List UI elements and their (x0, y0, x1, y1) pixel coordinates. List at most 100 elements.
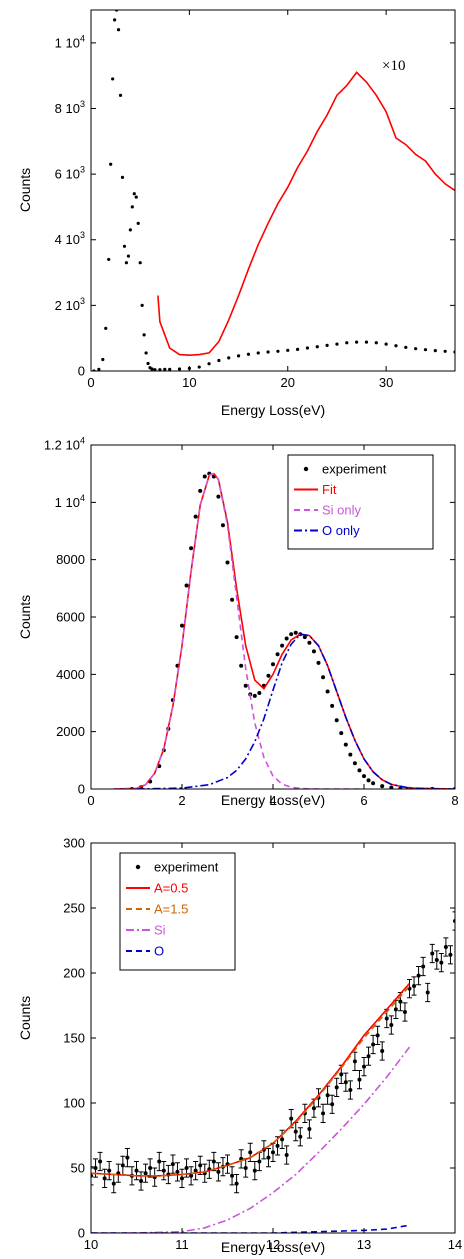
y-tick-label: 100 (63, 1096, 85, 1111)
legend-label: Si only (322, 503, 362, 518)
data-point-series-1 (124, 261, 129, 265)
data-point-experiment (275, 652, 280, 657)
data-point-series-1 (335, 342, 339, 346)
data-point-series-1 (109, 162, 113, 166)
data-point-experiment (357, 768, 362, 773)
data-point-series-1 (217, 358, 221, 363)
data-point-experiment (325, 689, 330, 694)
y-tick-label: 6000 (56, 610, 85, 625)
y-tick-label: 1 104 (55, 493, 85, 510)
data-point-experiment (252, 693, 257, 698)
data-point-series-1 (97, 367, 101, 371)
data-point-series-1 (120, 175, 125, 179)
legend-item: A=1.5 (126, 902, 188, 917)
legend-swatch (135, 864, 141, 870)
data-point-series-1 (286, 348, 290, 352)
series-layer-2 (113, 471, 455, 789)
legend-item: O (126, 944, 164, 959)
data-point-series-1 (384, 342, 388, 346)
data-point-experiment (275, 1143, 280, 1148)
legend-box (287, 454, 434, 550)
data-point-series-1 (126, 254, 130, 258)
data-point-experiment (398, 999, 403, 1004)
data-point-experiment (334, 1085, 339, 1090)
data-point-series-1 (207, 362, 211, 366)
data-point-experiment (284, 636, 289, 641)
legend-item: experiment (135, 860, 219, 875)
data-point-series-1 (404, 345, 408, 349)
data-point-experiment (307, 1127, 312, 1131)
data-point-series-1 (345, 341, 349, 345)
data-point-experiment (148, 1166, 153, 1170)
y-tick-label: 1 104 (55, 33, 85, 50)
data-point-series-1 (101, 357, 105, 362)
data-point-series-1 (227, 356, 231, 360)
data-point-experiment (321, 675, 326, 680)
y-tick-label: 0 (78, 1226, 85, 1241)
data-point-series-1 (305, 346, 310, 350)
x-axis-label-3: Energy Loss(eV) (221, 1239, 325, 1255)
legend-item: A=0.5 (126, 881, 188, 896)
legend-3: experiment A=0.5 A=1.5 Si O (119, 852, 236, 971)
data-point-experiment (307, 640, 312, 645)
y-axis-label-1: Counts (17, 168, 33, 212)
data-point-experiment (443, 945, 448, 949)
y-tick-label: 0 (78, 364, 85, 379)
data-point-experiment (211, 1159, 216, 1164)
data-point-experiment (434, 958, 439, 962)
data-point-experiment (139, 1179, 144, 1183)
y-tick-label: 8000 (56, 552, 85, 567)
y-tick-label: 4000 (56, 667, 85, 682)
data-point-experiment (120, 1163, 125, 1168)
data-point-series-1 (163, 367, 167, 371)
data-point-series-1 (104, 326, 108, 330)
data-point-experiment (321, 1111, 326, 1116)
y-axis-label-3: Counts (17, 996, 33, 1040)
data-point-series-1 (256, 351, 260, 355)
data-point-experiment (352, 761, 357, 766)
legend-label: O (154, 944, 164, 959)
series-line-a-1-5 (91, 985, 411, 1177)
series-line-series-2 (157, 71, 455, 357)
data-point-series-1 (266, 350, 270, 354)
data-point-experiment (180, 1176, 184, 1181)
data-point-experiment (375, 1033, 380, 1038)
data-point-series-1 (295, 347, 300, 351)
data-point-series-1 (355, 340, 359, 344)
data-point-experiment (380, 1049, 385, 1053)
legend-item: Fit (294, 482, 337, 497)
error-bar (91, 1166, 94, 1186)
data-point-experiment (170, 1162, 175, 1167)
data-point-series-1 (276, 349, 280, 353)
data-point-series-1 (423, 348, 428, 352)
series-line-si-only (113, 472, 364, 789)
x-tick-label: 4 (269, 793, 276, 808)
chart-panel-3: Counts Energy Loss(eV) 10 11 12 13 140501001… (17, 836, 462, 1256)
data-point-experiment (425, 990, 430, 995)
data-point-series-1 (122, 244, 127, 248)
x-tick-label: 12 (266, 1237, 280, 1252)
data-point-experiment (234, 635, 239, 640)
legend-swatch (303, 466, 309, 472)
series-line-o-only (136, 633, 455, 789)
data-point-series-1 (443, 349, 447, 353)
y-tick-label: 2000 (56, 724, 85, 739)
data-point-series-1 (246, 352, 251, 356)
data-point-experiment (293, 630, 298, 635)
data-point-series-1 (315, 345, 319, 349)
chart-panel-2: Counts Energy Loss(eV) 0 2 4 6 8 0 2000 4000 600… (17, 436, 459, 809)
data-point-series-1 (394, 344, 398, 348)
data-point-experiment (184, 583, 189, 588)
data-point-experiment (230, 597, 235, 602)
plot-area-3: 10 11 12 13 14 0 50 100 150 200 250 300 (63, 836, 462, 1253)
data-point-experiment (311, 649, 316, 654)
data-point-series-1 (168, 367, 172, 371)
x-tick-label: 10 (182, 375, 196, 390)
x-tick-label: 6 (360, 793, 367, 808)
data-point-experiment (421, 964, 426, 969)
annotation-x10: ×10 (382, 58, 405, 74)
x-axis-label-1: Energy Loss(eV) (221, 402, 325, 418)
data-point-experiment (402, 1010, 407, 1014)
data-point-experiment (416, 973, 421, 978)
x-tick-label: 20 (281, 375, 295, 390)
